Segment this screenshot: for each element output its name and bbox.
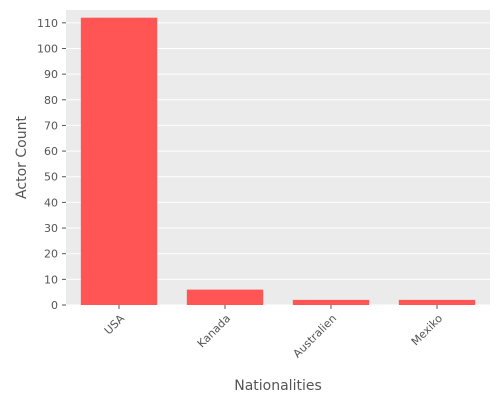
y-tick-label: 50 <box>44 171 58 184</box>
bar-usa <box>80 17 158 306</box>
y-tick-label: 0 <box>51 299 58 312</box>
y-tick-label: 20 <box>44 248 58 261</box>
y-tick-label: 60 <box>44 145 58 158</box>
bar-australien <box>292 299 370 305</box>
y-tick-label: 110 <box>37 17 58 30</box>
x-tick-label: Kanada <box>195 312 233 350</box>
y-axis-ticks: 0 10 20 30 40 50 60 70 80 90 100 110 <box>37 17 66 312</box>
x-axis-title: Nationalities <box>234 378 322 394</box>
y-tick-label: 100 <box>37 42 58 55</box>
x-tick-label: Australien <box>291 312 340 361</box>
y-axis-title: Actor Count <box>14 116 30 199</box>
y-tick-label: 30 <box>44 222 58 235</box>
bars <box>80 17 476 306</box>
x-axis-ticks: USA Kanada Australien Mexiko <box>102 305 445 360</box>
y-tick-label: 10 <box>44 273 58 286</box>
bar-kanada <box>186 289 264 305</box>
y-tick-label: 90 <box>44 68 58 81</box>
x-tick-label: USA <box>102 312 128 338</box>
y-tick-label: 80 <box>44 94 58 107</box>
x-tick-label: Mexiko <box>409 312 445 348</box>
y-tick-label: 70 <box>44 119 58 132</box>
y-tick-label: 40 <box>44 196 58 209</box>
bar-mexiko <box>398 299 476 305</box>
